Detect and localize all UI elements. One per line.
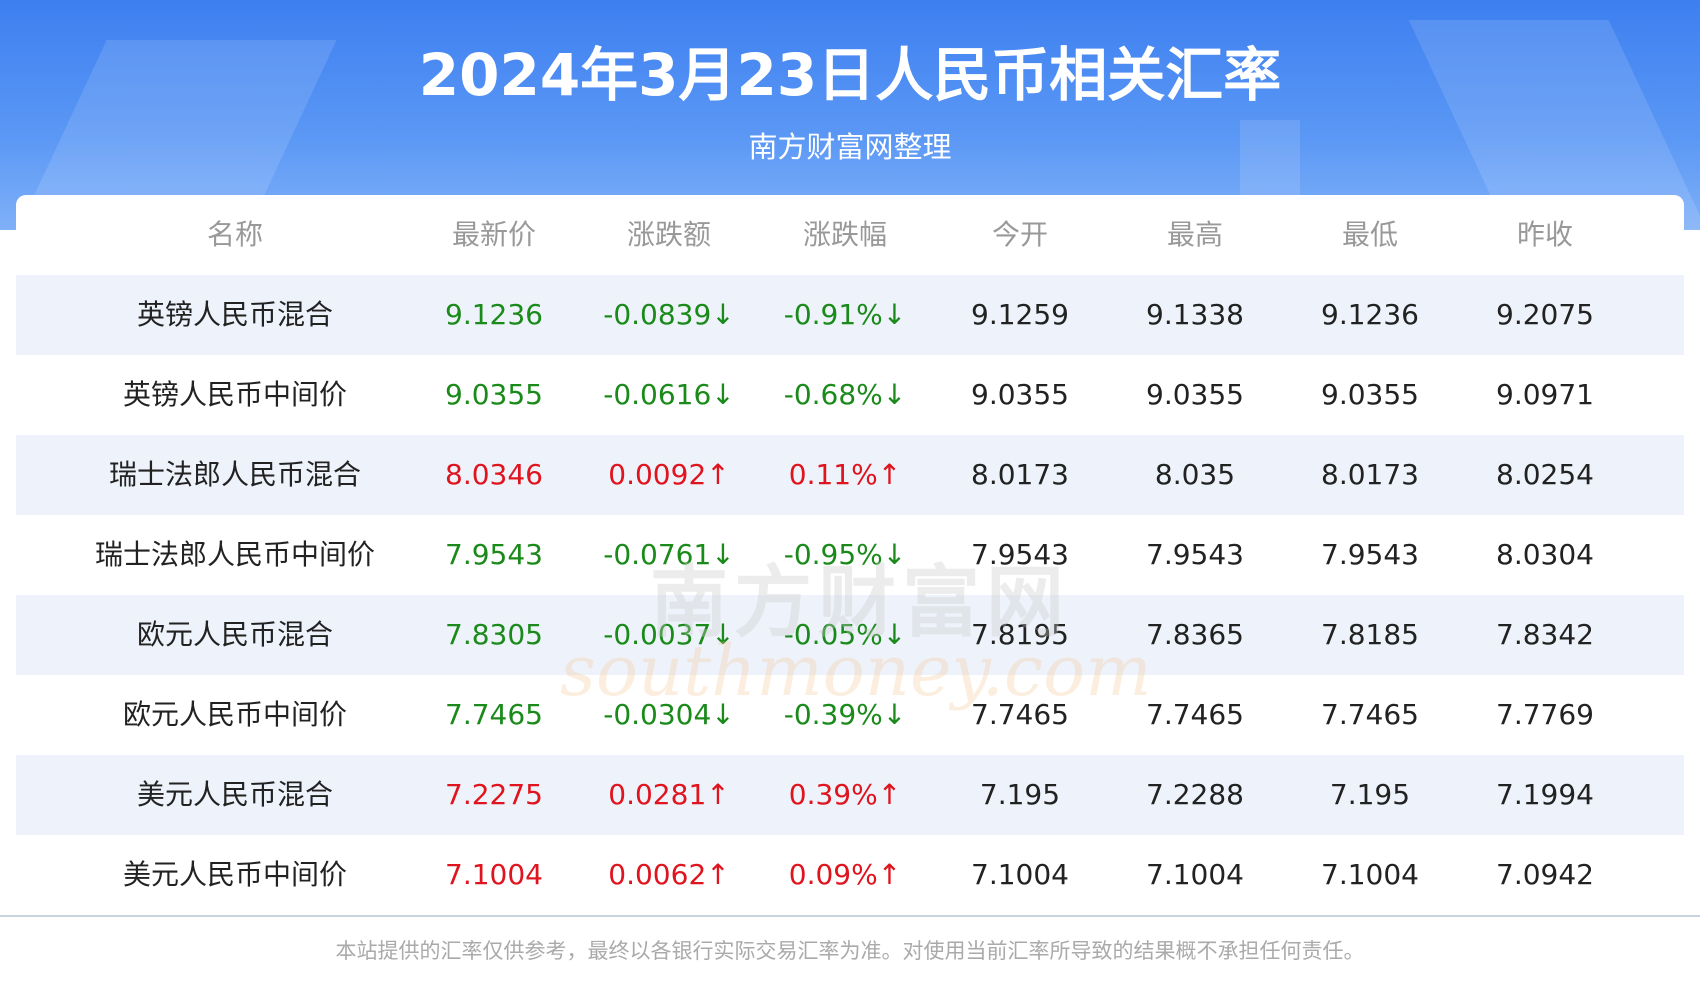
column-header: 涨跌幅	[802, 218, 887, 251]
cell-value: 7.9543	[971, 538, 1069, 571]
cell-value: -0.05%↓	[783, 618, 907, 651]
row-name: 英镑人民币中间价	[122, 378, 347, 411]
column-header: 最新价	[451, 218, 536, 251]
cell-value: 9.2075	[1496, 298, 1594, 331]
column-header: 昨收	[1516, 218, 1573, 251]
cell-value: -0.0304↓	[603, 698, 735, 731]
cell-value: 0.09%↑	[788, 858, 902, 891]
cell-value: 7.1994	[1496, 778, 1594, 811]
cell-value: 9.1259	[971, 298, 1069, 331]
cell-value: 8.0173	[971, 458, 1069, 491]
row-background	[16, 275, 1684, 355]
cell-value: -0.0616↓	[603, 378, 735, 411]
cell-value: 7.1004	[1321, 858, 1419, 891]
column-header: 涨跌额	[626, 218, 711, 251]
cell-value: 0.0062↑	[608, 858, 730, 891]
cell-value: -0.0839↓	[603, 298, 735, 331]
cell-value: 0.39%↑	[788, 778, 902, 811]
cell-value: 7.2275	[445, 778, 543, 811]
cell-value: 9.1338	[1146, 298, 1244, 331]
cell-value: 7.2288	[1146, 778, 1244, 811]
cell-value: 9.0355	[1146, 378, 1244, 411]
cell-value: 7.0942	[1496, 858, 1594, 891]
cell-value: 7.1004	[445, 858, 543, 891]
cell-value: 7.9543	[445, 538, 543, 571]
cell-value: 7.195	[979, 778, 1061, 811]
cell-value: -0.39%↓	[783, 698, 907, 731]
cell-value: 7.7465	[971, 698, 1069, 731]
cell-value: -0.0761↓	[603, 538, 735, 571]
column-header: 今开	[991, 218, 1048, 251]
watermark: 南方财富网	[650, 558, 1071, 648]
cell-value: 7.8305	[445, 618, 543, 651]
cell-value: -0.0037↓	[603, 618, 735, 651]
row-name: 欧元人民币中间价	[122, 698, 347, 731]
row-name: 英镑人民币混合	[136, 298, 333, 331]
cell-value: 0.0281↑	[608, 778, 730, 811]
cell-value: 7.8195	[971, 618, 1069, 651]
cell-value: 8.0173	[1321, 458, 1419, 491]
cell-value: 7.7465	[1321, 698, 1419, 731]
cell-value: 9.0971	[1496, 378, 1594, 411]
cell-value: 8.0254	[1496, 458, 1594, 491]
footer-note: 本站提供的汇率仅供参考，最终以各银行实际交易汇率为准。对使用当前汇率所导致的结果…	[335, 939, 1365, 963]
column-header: 最高	[1166, 218, 1223, 251]
row-name: 瑞士法郎人民币混合	[108, 458, 361, 491]
cell-value: 7.7465	[1146, 698, 1244, 731]
header-banner	[0, 0, 1700, 240]
cell-value: 9.0355	[1321, 378, 1419, 411]
cell-value: 8.035	[1154, 458, 1236, 491]
column-header: 名称	[206, 218, 263, 251]
divider	[0, 915, 1700, 917]
cell-value: 0.0092↑	[608, 458, 730, 491]
cell-value: 7.8365	[1146, 618, 1244, 651]
cell-value: 9.1236	[445, 298, 543, 331]
cell-value: 7.7769	[1496, 698, 1594, 731]
row-name: 美元人民币中间价	[122, 858, 347, 891]
row-name: 瑞士法郎人民币中间价	[95, 538, 376, 571]
row-background	[16, 435, 1684, 515]
cell-value: -0.91%↓	[783, 298, 907, 331]
cell-value: 8.0304	[1496, 538, 1594, 571]
cell-value: 7.8342	[1496, 618, 1594, 651]
cell-value: 9.0355	[971, 378, 1069, 411]
cell-value: 9.0355	[445, 378, 543, 411]
row-name: 欧元人民币混合	[136, 618, 333, 651]
cell-value: 7.195	[1329, 778, 1411, 811]
row-name: 美元人民币混合	[136, 778, 333, 811]
cell-value: 7.9543	[1321, 538, 1419, 571]
row-background	[16, 595, 1684, 675]
column-header: 最低	[1341, 218, 1398, 251]
cell-value: 0.11%↑	[788, 458, 902, 491]
title: 2024年3月23日人民币相关汇率	[418, 41, 1282, 109]
row-background	[16, 755, 1684, 835]
cell-value: 7.9543	[1146, 538, 1244, 571]
cell-value: 7.7465	[445, 698, 543, 731]
subtitle: 南方财富网整理	[748, 130, 952, 164]
cell-value: 7.1004	[971, 858, 1069, 891]
cell-value: -0.95%↓	[783, 538, 907, 571]
cell-value: 7.8185	[1321, 618, 1419, 651]
cell-value: 9.1236	[1321, 298, 1419, 331]
cell-value: 7.1004	[1146, 858, 1244, 891]
watermark: southmoney.com	[560, 630, 1152, 712]
cell-value: -0.68%↓	[783, 378, 907, 411]
cell-value: 8.0346	[445, 458, 543, 491]
